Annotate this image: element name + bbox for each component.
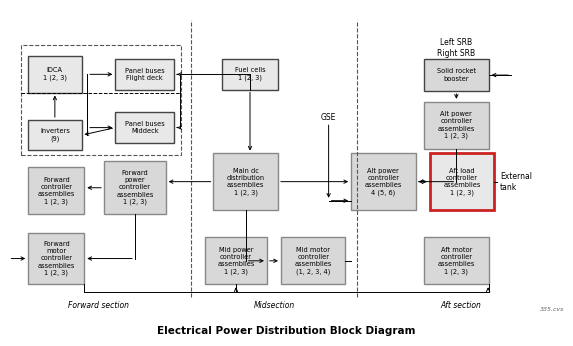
- Text: Aft motor
controller
assemblies
1 (2, 3): Aft motor controller assemblies 1 (2, 3): [438, 247, 475, 275]
- Text: IDCA
1 (2, 3): IDCA 1 (2, 3): [43, 67, 67, 81]
- Text: Midsection: Midsection: [253, 301, 295, 310]
- Text: Main dc
distribution
assemblies
1 (2, 3): Main dc distribution assemblies 1 (2, 3): [227, 167, 265, 196]
- Text: Aft load
controller
assemblies
1 (2, 3): Aft load controller assemblies 1 (2, 3): [444, 167, 481, 196]
- Bar: [104, 161, 166, 215]
- Text: Alt power
controller
assemblies
1 (2, 3): Alt power controller assemblies 1 (2, 3): [438, 111, 475, 139]
- Text: External
tank: External tank: [500, 172, 532, 192]
- Text: Panel buses
Middeck: Panel buses Middeck: [125, 121, 164, 134]
- Bar: [28, 120, 81, 151]
- Text: Inverters
(9): Inverters (9): [40, 128, 70, 142]
- Bar: [430, 154, 494, 210]
- Bar: [424, 237, 489, 284]
- Text: Forward
power
controller
assemblies
1 (2, 3): Forward power controller assemblies 1 (2…: [116, 170, 154, 206]
- Bar: [205, 237, 267, 284]
- Bar: [424, 102, 489, 149]
- Bar: [28, 56, 81, 93]
- Text: Mid power
controller
assemblies
1 (2, 3): Mid power controller assemblies 1 (2, 3): [217, 247, 254, 275]
- Bar: [115, 112, 174, 143]
- Text: Forward
motor
controller
assemblies
1 (2, 3): Forward motor controller assemblies 1 (2…: [38, 241, 75, 276]
- Text: Left SRB
Right SRB: Left SRB Right SRB: [437, 38, 476, 58]
- Text: Mid motor
controller
assemblies
(1, 2, 3, 4): Mid motor controller assemblies (1, 2, 3…: [295, 247, 332, 275]
- Text: Solid rocket
booster: Solid rocket booster: [437, 69, 476, 82]
- Text: Forward section: Forward section: [68, 301, 129, 310]
- Text: Fuel cells
1 (2, 3): Fuel cells 1 (2, 3): [235, 67, 265, 81]
- Text: 335.cvs: 335.cvs: [540, 307, 564, 312]
- Bar: [21, 45, 182, 155]
- Bar: [28, 167, 84, 215]
- Bar: [351, 154, 415, 210]
- Text: Alt power
controller
assemblies
4 (5, 6): Alt power controller assemblies 4 (5, 6): [364, 167, 402, 196]
- Bar: [222, 59, 278, 90]
- Bar: [115, 59, 174, 90]
- Text: Forward
controller
assemblies
1 (2, 3): Forward controller assemblies 1 (2, 3): [38, 177, 75, 205]
- Text: Aft section: Aft section: [440, 301, 481, 310]
- Text: Panel buses
Flight deck: Panel buses Flight deck: [125, 68, 164, 81]
- Text: GSE: GSE: [321, 113, 336, 122]
- Bar: [214, 154, 278, 210]
- Bar: [281, 237, 346, 284]
- Bar: [424, 59, 489, 91]
- Text: Electrical Power Distribution Block Diagram: Electrical Power Distribution Block Diag…: [157, 326, 416, 336]
- Bar: [28, 233, 84, 284]
